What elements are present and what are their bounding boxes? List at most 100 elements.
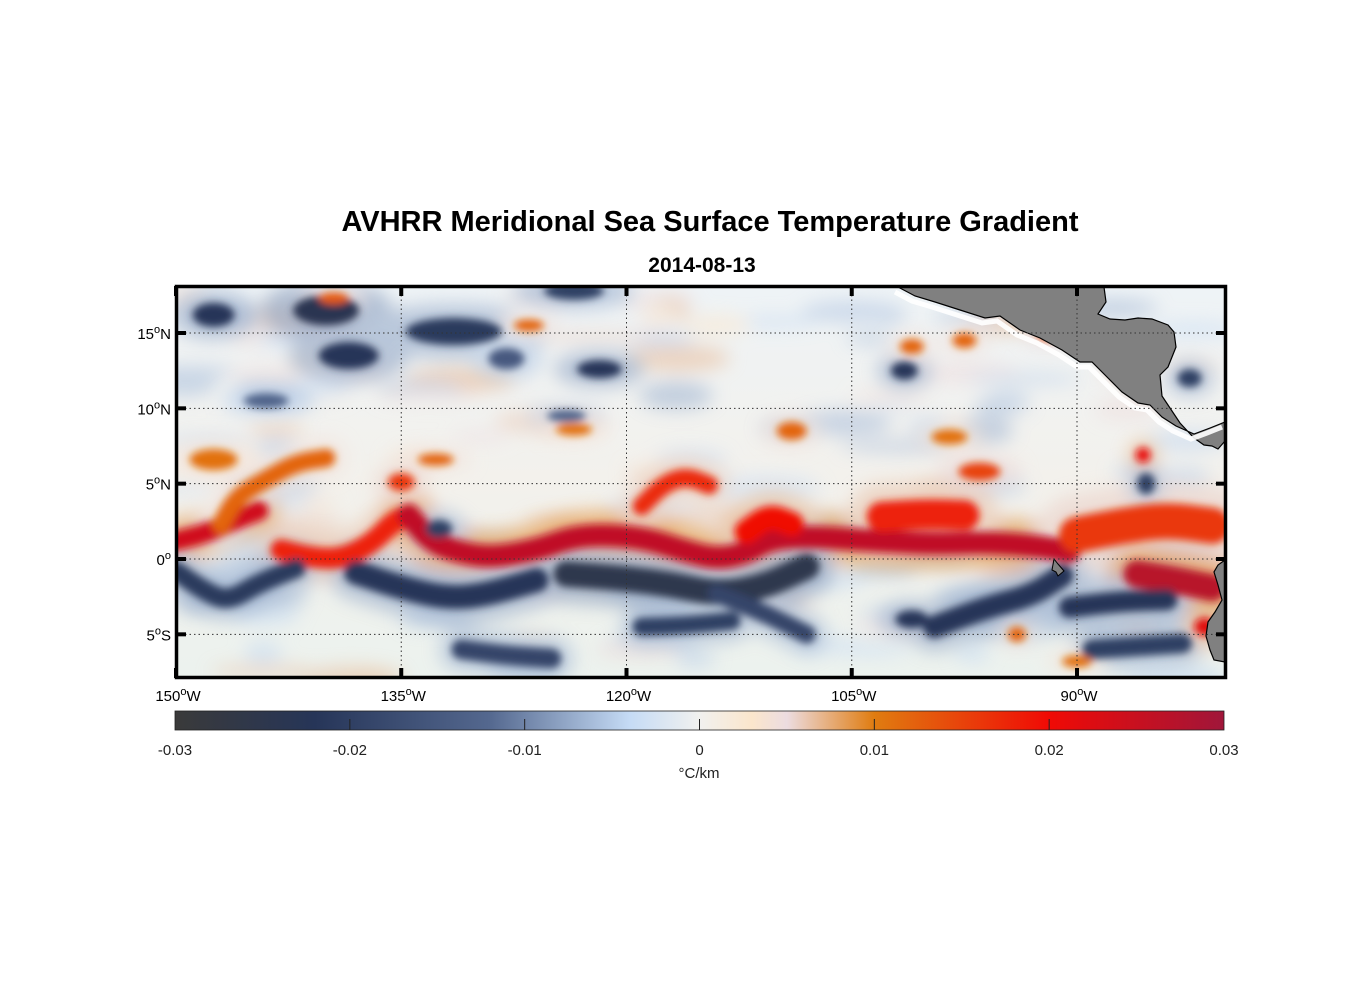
warm-patch	[899, 339, 924, 355]
x-tick-value: 90	[1061, 688, 1078, 705]
texture-streak	[953, 644, 990, 663]
texture-streak	[845, 333, 895, 345]
x-tick-value: 150	[155, 688, 180, 705]
land-galapagos	[1051, 557, 1065, 577]
colorbar-tick-label: -0.02	[333, 742, 367, 759]
warm-patch	[958, 462, 1001, 481]
colorbar-tick-label: 0.03	[1209, 742, 1238, 759]
y-tick-value: 10	[137, 401, 154, 418]
x-tick-label: 150oW	[155, 686, 201, 705]
warm-front	[632, 469, 719, 516]
y-tick-value: 0	[157, 552, 165, 569]
x-tick-value: 135	[381, 688, 406, 705]
colorbar-tick-label: -0.03	[158, 742, 192, 759]
cold-patch	[890, 361, 918, 380]
texture-streak	[681, 315, 751, 335]
warm-front	[212, 449, 336, 534]
colorbar-tick-label: 0	[695, 742, 703, 759]
warm-patch	[555, 423, 592, 436]
warm-front	[734, 506, 804, 544]
land-central-america	[897, 287, 1225, 450]
warm-front	[270, 504, 420, 569]
texture-streak	[638, 381, 714, 410]
texture-streak	[801, 301, 904, 323]
x-tick-hemisphere: W	[412, 688, 427, 705]
warm-patch	[1135, 447, 1151, 463]
warm-front	[1123, 560, 1225, 602]
texture-streak	[248, 424, 306, 436]
axis-ticks	[174, 286, 1226, 678]
land-south-america	[1205, 559, 1225, 663]
x-axis-labels: 150oW 135oW 120oW 105oW 90oW	[155, 686, 1098, 705]
y-tick-hemisphere: N	[160, 326, 171, 343]
x-tick-value: 120	[606, 688, 631, 705]
x-tick-hemisphere: W	[186, 688, 201, 705]
warm-front	[1058, 503, 1225, 553]
texture-streak	[177, 482, 219, 495]
cold-patch	[488, 348, 525, 370]
cold-front	[451, 639, 562, 669]
warm-front	[177, 500, 269, 551]
y-tick-hemisphere: N	[160, 477, 171, 494]
texture-streak	[966, 373, 1082, 384]
y-tick-label: 15oN	[137, 324, 171, 343]
cold-front	[707, 584, 816, 644]
x-tick-label: 90oW	[1061, 686, 1099, 705]
degree-symbol: o	[154, 399, 160, 411]
cold-front	[177, 558, 306, 608]
plot-area	[177, 287, 1225, 677]
texture-streak	[674, 650, 716, 668]
chart-subtitle: 2014-08-13	[648, 254, 756, 277]
x-tick-hemisphere: W	[862, 688, 877, 705]
degree-symbol: o	[155, 625, 161, 637]
cold-patch	[546, 409, 586, 422]
warm-patch	[776, 421, 807, 440]
y-tick-label: 10oN	[137, 399, 171, 418]
texture-streak	[272, 669, 361, 677]
y-tick-value: 15	[137, 326, 154, 343]
y-tick-hemisphere: N	[160, 401, 171, 418]
cold-patch	[318, 342, 379, 370]
colorbar-tick-label: 0.02	[1035, 742, 1064, 759]
y-tick-label: 5oS	[147, 625, 171, 644]
warm-patch	[417, 453, 454, 466]
warm-patch	[952, 333, 977, 349]
x-tick-label: 120oW	[606, 686, 652, 705]
y-tick-label: 0o	[157, 550, 171, 569]
chart-title: AVHRR Meridional Sea Surface Temperature…	[341, 206, 1079, 238]
warm-patch	[1061, 655, 1093, 668]
texture-streak	[177, 365, 243, 378]
degree-symbol: o	[1077, 686, 1083, 698]
warm-patch	[189, 449, 238, 471]
warm-patch	[318, 292, 349, 305]
degree-symbol: o	[406, 686, 412, 698]
colorbar-label: °C/km	[679, 765, 720, 782]
colorbar-tick-label: 0.01	[860, 742, 889, 759]
texture-streak	[243, 642, 283, 664]
cold-patch	[576, 360, 622, 379]
degree-symbol: o	[180, 686, 186, 698]
texture-streak	[1123, 664, 1225, 677]
texture-streak	[535, 331, 651, 343]
warm-front	[866, 499, 980, 532]
degree-symbol: o	[154, 475, 160, 487]
cold-patch	[1177, 369, 1202, 388]
texture-streak	[626, 345, 731, 372]
x-tick-label: 105oW	[831, 686, 877, 705]
x-tick-label: 135oW	[381, 686, 427, 705]
texture-streak	[451, 431, 510, 443]
colorbar: -0.03 -0.02 -0.01 0 0.01 0.02 0.03 °C/km	[158, 710, 1239, 782]
y-tick-value: 5	[146, 477, 154, 494]
cold-patch	[405, 317, 502, 346]
warm-front	[397, 504, 1081, 569]
x-tick-hemisphere: W	[637, 688, 652, 705]
y-tick-hemisphere: S	[161, 627, 171, 644]
cold-patch	[895, 610, 929, 629]
cold-patch	[425, 519, 453, 538]
cold-front	[923, 564, 1074, 639]
texture-streak	[641, 305, 678, 327]
cold-patch	[243, 393, 289, 409]
texture-streak	[376, 390, 480, 403]
